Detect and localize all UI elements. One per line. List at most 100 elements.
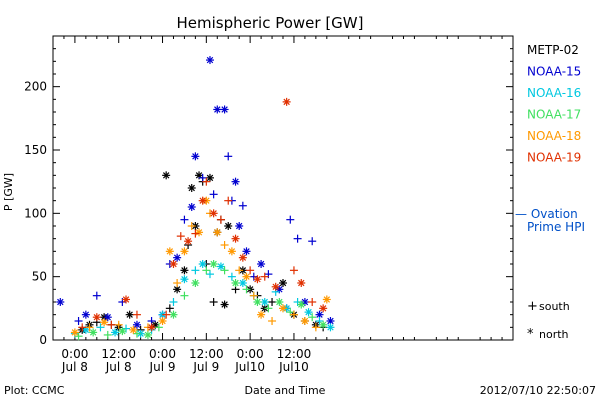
point-noaa-18-south	[173, 279, 182, 287]
point-noaa-19-south	[107, 320, 116, 329]
point-noaa-16-north	[198, 260, 207, 268]
point-metp-02-north	[162, 171, 171, 180]
point-noaa-19-south	[260, 272, 269, 281]
point-noaa-18-north	[195, 228, 204, 237]
point-noaa-16-north	[180, 275, 189, 284]
point-noaa-15-south	[92, 291, 101, 300]
point-noaa-15-north	[191, 152, 200, 161]
x-tick-date: Jul 8	[61, 360, 88, 374]
point-noaa-16-north	[260, 298, 269, 306]
point-noaa-19-south	[191, 229, 200, 238]
legend-ovation-label: — Ovation	[515, 207, 578, 221]
point-noaa-16-south	[191, 266, 200, 275]
point-noaa-18-north	[279, 304, 287, 313]
point-noaa-18-north	[300, 317, 309, 325]
point-noaa-18-north	[180, 247, 189, 256]
point-noaa-19-north	[297, 279, 306, 287]
x-tick-date: Jul 8	[105, 360, 132, 374]
point-noaa-15-south	[308, 237, 317, 246]
point-noaa-17-south	[103, 330, 112, 339]
point-noaa-16-south	[205, 270, 214, 279]
point-noaa-15-south	[224, 152, 233, 161]
point-noaa-17-south	[154, 323, 163, 332]
x-tick-date: Jul10	[234, 360, 265, 374]
point-noaa-19-north	[282, 97, 291, 106]
point-noaa-18-south	[85, 323, 94, 332]
point-noaa-17-north	[143, 330, 152, 339]
point-noaa-18-south	[235, 266, 244, 275]
point-noaa-19-north	[238, 253, 247, 262]
point-noaa-19-south	[216, 215, 225, 224]
x-axis-label: Date and Time	[245, 384, 326, 397]
x-tick-date: Jul 9	[149, 360, 176, 374]
x-tick-date: Jul 9	[192, 360, 219, 374]
point-noaa-15-south	[293, 234, 302, 243]
point-metp-02-south	[209, 298, 218, 306]
point-noaa-15-south	[198, 173, 207, 182]
point-metp-02-south	[165, 304, 174, 313]
chart-title: Hemispheric Power [GW]	[177, 14, 364, 32]
marker-legend-label: north	[539, 328, 569, 341]
point-noaa-15-north	[56, 298, 65, 306]
point-noaa-18-north	[227, 247, 236, 256]
point-noaa-16-north	[216, 262, 225, 271]
point-noaa-15-north	[326, 317, 335, 325]
x-tick-date: Jul10	[278, 360, 309, 374]
y-tick-label: 100	[24, 206, 47, 220]
point-noaa-17-south	[202, 266, 211, 275]
x-tick-label: 0:00	[149, 347, 176, 361]
point-noaa-19-north	[184, 237, 193, 246]
point-noaa-19-north	[92, 313, 101, 322]
y-tick-label: 0	[39, 333, 47, 347]
point-metp-02-north	[205, 173, 214, 182]
point-noaa-18-south	[114, 320, 123, 329]
marker-legend-symbol: +	[527, 299, 538, 314]
legend: METP-02 NOAA-15 NOAA-16 NOAA-17 NOAA-18 NOAA-…	[515, 43, 585, 342]
data-points	[56, 56, 335, 341]
legend-item: NOAA-16	[527, 86, 581, 100]
point-noaa-16-south	[96, 323, 105, 332]
point-noaa-17-south	[220, 266, 229, 275]
point-noaa-19-north	[198, 196, 207, 205]
x-tick-label: 12:00	[189, 347, 224, 361]
point-noaa-15-north	[103, 313, 112, 322]
point-noaa-18-north	[165, 247, 174, 256]
point-noaa-17-south	[74, 332, 83, 341]
point-noaa-19-north	[122, 295, 131, 304]
x-tick-label: 0:00	[237, 347, 264, 361]
point-noaa-19-south	[78, 323, 87, 332]
point-metp-02-north	[279, 279, 287, 287]
legend-item: NOAA-19	[527, 151, 581, 165]
legend-item: NOAA-15	[527, 65, 581, 79]
plot-credit: Plot: CCMC	[4, 384, 65, 397]
legend-ovation-label-2: Prime HPI	[527, 220, 585, 234]
point-noaa-16-north	[238, 279, 247, 287]
point-noaa-18-north	[100, 318, 109, 327]
plot-area	[52, 35, 514, 341]
point-noaa-18-north	[213, 228, 222, 237]
point-noaa-17-south	[308, 313, 317, 322]
point-noaa-15-south	[238, 201, 247, 210]
point-noaa-15-south	[180, 215, 189, 224]
point-noaa-19-north	[209, 209, 218, 218]
point-noaa-18-north	[242, 272, 251, 281]
point-noaa-19-south	[162, 310, 171, 319]
point-noaa-15-north	[213, 105, 222, 114]
point-noaa-15-north	[81, 310, 90, 319]
point-metp-02-north	[151, 320, 160, 329]
point-noaa-18-south	[249, 291, 258, 300]
point-noaa-18-south	[268, 317, 277, 325]
point-metp-02-north	[187, 184, 196, 192]
y-tick-label: 50	[32, 270, 47, 284]
point-noaa-16-south	[315, 317, 324, 325]
point-noaa-15-north	[235, 222, 244, 230]
point-noaa-15-north	[242, 247, 251, 256]
point-noaa-17-north	[297, 300, 306, 309]
point-noaa-15-north	[220, 105, 229, 114]
timestamp: 2012/07/10 22:50:07	[480, 384, 596, 397]
legend-item: NOAA-18	[527, 129, 581, 143]
point-noaa-19-south	[132, 310, 141, 319]
point-metp-02-north	[125, 310, 134, 319]
